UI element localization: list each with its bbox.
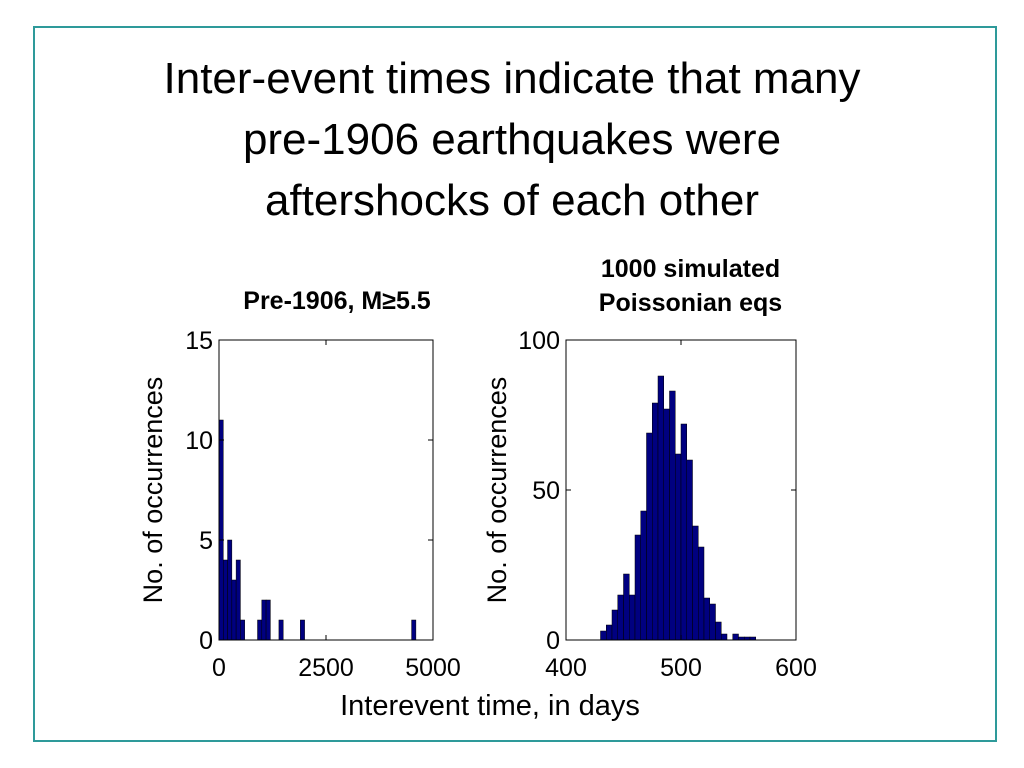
left-y-tick-label: 15 [185,327,213,355]
right-histogram-bar [652,402,659,641]
shared-x-axis-label: Interevent time, in days [340,690,640,722]
right-histogram-bar [715,621,722,641]
right-histogram-bar [680,423,687,641]
left-x-tick-label: 5000 [405,654,461,682]
right-histogram-bar [623,573,630,641]
slide-title-line-3: aftershocks of each other [264,176,760,225]
left-histogram-bar [218,419,224,641]
right-y-tick-label: 0 [546,627,560,655]
right-histogram-bar [721,633,728,641]
left-y-axis-label: No. of occurrences [138,377,168,604]
right-y-tick-label: 100 [518,327,560,355]
left-histogram-bar [227,539,233,641]
right-histogram-bar [634,534,641,641]
right-histogram-bar [629,594,636,641]
left-histogram-bar [300,619,305,641]
left-histogram-bar [231,579,237,641]
left-y-tick-label: 5 [199,527,213,555]
left-histogram-bar [240,619,245,641]
right-histogram-bar [692,525,699,641]
right-histogram: 0 50 100 400 500 600 No. of occurrences [482,327,817,682]
right-histogram-bar [606,624,613,641]
right-chart-title-text: 1000 simulated Poissonian eqs [598,255,783,317]
right-histogram-bar [663,408,670,641]
right-histogram-bar [732,633,739,641]
right-histogram-bar [675,453,682,641]
slide-frame [33,26,997,742]
left-x-tick-label: 2500 [298,654,354,682]
left-histogram-bar [257,619,263,641]
left-y-tick-label: 10 [185,427,213,455]
slide-title-line-1: Inter-event times indicate that many [163,54,861,103]
right-histogram-bar [617,594,624,641]
right-chart-title: 1000 simulated Poissonian eqs [548,252,833,320]
slide-title-line-2: pre-1906 earthquakes were [242,115,782,164]
right-x-tick-label: 500 [660,654,702,682]
right-histogram-bar [686,459,693,641]
right-histogram-bar [646,432,653,641]
right-histogram-bar [698,546,705,641]
right-histogram-bar [611,609,618,641]
left-histogram-bar [265,599,271,641]
left-histogram-bar [278,619,284,641]
right-histogram-bar [703,597,710,641]
left-chart-title: Pre-1906, M≥5.5 [243,287,431,315]
right-histogram-bar [600,630,607,641]
left-x-tick-label: 0 [212,654,226,682]
right-x-tick-label: 600 [775,654,817,682]
right-y-tick-label: 50 [532,477,560,505]
right-x-tick-label: 400 [545,654,587,682]
left-histogram-bar [261,599,267,641]
slide-title: Inter-event times indicate that many pre… [60,48,964,231]
left-y-tick-label: 0 [199,627,213,655]
left-histogram: 0 5 10 15 0 2500 5000 No. of occurrences [138,327,461,682]
right-y-axis-label: No. of occurrences [482,377,512,604]
right-histogram-bar [669,390,676,641]
right-histogram-bar [657,375,664,641]
right-histogram-bar [640,510,647,641]
left-histogram-bar [411,619,417,641]
left-histogram-bar [223,559,228,641]
left-histogram-bar [235,559,241,641]
right-histogram-bar [709,603,716,641]
left-plot-box [218,339,434,641]
